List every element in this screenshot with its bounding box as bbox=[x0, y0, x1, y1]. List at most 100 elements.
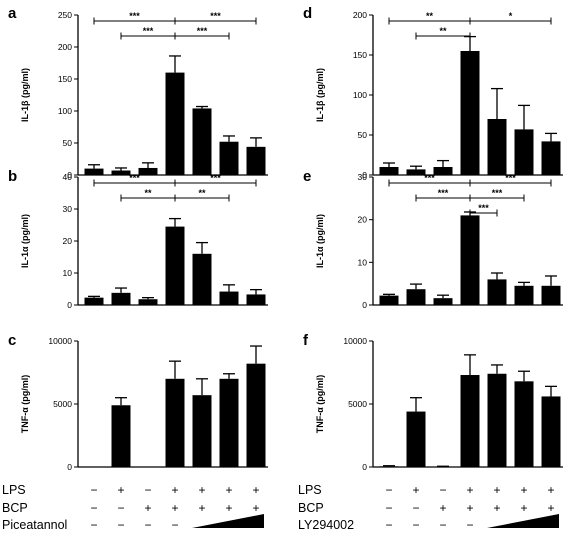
panel-label: a bbox=[8, 5, 17, 22]
significance-stars: *** bbox=[210, 11, 221, 21]
significance-stars: *** bbox=[129, 173, 140, 183]
y-tick-label: 10000 bbox=[343, 336, 367, 346]
bar bbox=[379, 167, 399, 175]
treatment-mark: − bbox=[90, 518, 97, 532]
y-tick-label: 10 bbox=[63, 268, 73, 278]
y-tick-label: 20 bbox=[358, 215, 368, 225]
y-tick-label: 10 bbox=[358, 257, 368, 267]
y-tick-label: 0 bbox=[362, 170, 367, 180]
bar bbox=[165, 72, 185, 175]
y-tick-label: 200 bbox=[58, 42, 72, 52]
bar bbox=[487, 373, 507, 467]
treatment-mark: − bbox=[144, 518, 151, 532]
panel-label: e bbox=[303, 168, 311, 185]
bar bbox=[111, 405, 131, 467]
treatment-mark: − bbox=[385, 483, 392, 497]
bar bbox=[433, 298, 453, 305]
significance-stars: *** bbox=[197, 26, 208, 36]
y-tick-label: 30 bbox=[358, 172, 368, 182]
bar bbox=[138, 299, 158, 305]
bar bbox=[192, 108, 212, 175]
treatment-name: BCP bbox=[298, 501, 324, 515]
treatment-mark: − bbox=[385, 501, 392, 515]
treatment-name: LPS bbox=[2, 483, 26, 497]
treatment-mark: + bbox=[547, 483, 554, 497]
panel-label: f bbox=[303, 332, 309, 349]
treatment-mark: + bbox=[225, 501, 232, 515]
y-tick-label: 40 bbox=[63, 172, 73, 182]
bar bbox=[487, 279, 507, 305]
significance-stars: ** bbox=[198, 188, 206, 198]
treatment-mark: + bbox=[493, 501, 500, 515]
y-tick-label: 0 bbox=[67, 300, 72, 310]
bar bbox=[165, 226, 185, 305]
panel-label: b bbox=[8, 168, 17, 185]
y-tick-label: 50 bbox=[358, 130, 368, 140]
bar bbox=[219, 141, 239, 175]
significance-stars: *** bbox=[505, 173, 516, 183]
y-tick-label: 100 bbox=[58, 106, 72, 116]
y-tick-label: 50 bbox=[63, 138, 73, 148]
panel-label: c bbox=[8, 332, 16, 349]
significance-stars: *** bbox=[424, 173, 435, 183]
y-axis-label: IL-1β (pg/ml) bbox=[315, 68, 325, 122]
treatment-mark: + bbox=[520, 483, 527, 497]
treatment-mark: + bbox=[252, 483, 259, 497]
y-axis-label: IL-1α (pg/ml) bbox=[20, 214, 30, 268]
treatment-mark: + bbox=[198, 501, 205, 515]
treatment-mark: + bbox=[198, 483, 205, 497]
treatment-mark: − bbox=[90, 483, 97, 497]
y-axis-label: IL-1β (pg/ml) bbox=[20, 68, 30, 122]
bar bbox=[460, 51, 480, 175]
dose-gradient-wedge bbox=[487, 514, 559, 528]
bar bbox=[406, 169, 426, 175]
bar bbox=[192, 253, 212, 305]
treatment-mark: − bbox=[385, 518, 392, 532]
bar bbox=[138, 167, 158, 175]
treatment-mark: − bbox=[439, 518, 446, 532]
y-tick-label: 150 bbox=[58, 74, 72, 84]
bar bbox=[219, 378, 239, 467]
bar bbox=[192, 395, 212, 467]
y-axis-label: TNF-α (pg/ml) bbox=[20, 375, 30, 434]
treatment-name: BCP bbox=[2, 501, 28, 515]
treatment-mark: − bbox=[412, 501, 419, 515]
y-tick-label: 5000 bbox=[348, 399, 367, 409]
treatment-mark: − bbox=[117, 518, 124, 532]
bar bbox=[246, 363, 266, 467]
y-tick-label: 30 bbox=[63, 204, 73, 214]
y-tick-label: 0 bbox=[362, 300, 367, 310]
bar bbox=[460, 215, 480, 305]
treatment-mark: + bbox=[252, 501, 259, 515]
significance-stars: ** bbox=[426, 11, 434, 21]
bar bbox=[379, 466, 399, 467]
y-axis-label: TNF-α (pg/ml) bbox=[315, 375, 325, 434]
treatment-mark: + bbox=[144, 501, 151, 515]
bar bbox=[406, 289, 426, 305]
bar bbox=[379, 295, 399, 305]
panel-label: d bbox=[303, 5, 312, 22]
bar bbox=[219, 291, 239, 305]
bar bbox=[406, 411, 426, 467]
treatment-name: LY294002 bbox=[298, 518, 354, 532]
y-tick-label: 100 bbox=[353, 90, 367, 100]
bar bbox=[514, 381, 534, 467]
significance-stars: ** bbox=[439, 26, 447, 36]
significance-stars: *** bbox=[143, 26, 154, 36]
treatment-mark: − bbox=[117, 501, 124, 515]
significance-stars: * bbox=[509, 11, 513, 21]
bar bbox=[541, 285, 561, 305]
significance-stars: *** bbox=[438, 188, 449, 198]
treatment-mark: + bbox=[412, 483, 419, 497]
treatment-mark: − bbox=[466, 518, 473, 532]
significance-stars: *** bbox=[478, 203, 489, 213]
bar bbox=[246, 294, 266, 305]
treatment-mark: + bbox=[117, 483, 124, 497]
treatment-mark: + bbox=[225, 483, 232, 497]
y-axis-label: IL-1α (pg/ml) bbox=[315, 214, 325, 268]
treatment-mark: − bbox=[439, 483, 446, 497]
y-tick-label: 20 bbox=[63, 236, 73, 246]
treatment-mark: + bbox=[466, 501, 473, 515]
bar bbox=[514, 129, 534, 175]
